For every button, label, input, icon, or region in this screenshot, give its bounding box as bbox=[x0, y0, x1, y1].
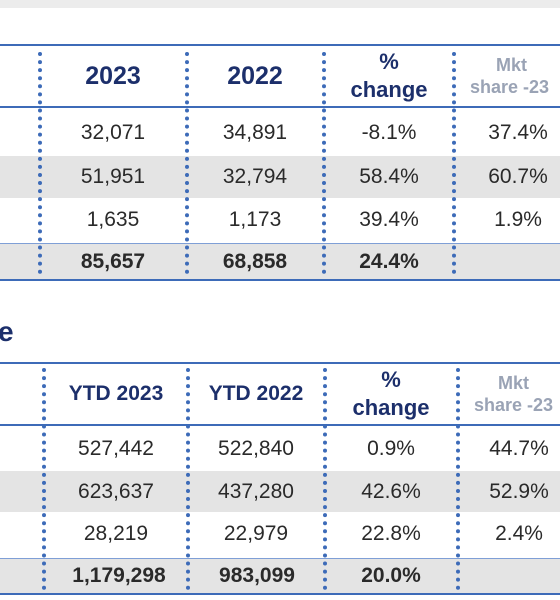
table-1-total-rule bbox=[0, 243, 560, 244]
table-2-header-row: YTD 2023 YTD 2022 % change Mkt share -23 bbox=[0, 364, 560, 424]
column-divider bbox=[322, 52, 326, 274]
total-2022: 68,858 bbox=[222, 250, 288, 273]
cell-2023: 1,635 bbox=[86, 208, 140, 231]
table-2-total-rule bbox=[0, 558, 560, 559]
total-ytd-2023: 1,179,298 bbox=[72, 564, 166, 587]
total-share bbox=[458, 559, 560, 593]
total-row: 1,179,298 983,099 20.0% bbox=[0, 559, 560, 593]
cell-ytd-2022: 522,840 bbox=[218, 437, 294, 460]
table-row: 623,637 437,280 42.6% 52.9% bbox=[0, 471, 560, 512]
cell-change: -8.1% bbox=[361, 121, 417, 144]
header-pct-symbol: % bbox=[379, 49, 399, 74]
column-divider bbox=[42, 368, 46, 590]
total-share bbox=[454, 244, 560, 280]
header-ytd-2022: YTD 2022 bbox=[208, 382, 304, 405]
table-row: 527,442 522,840 0.9% 44.7% bbox=[0, 428, 560, 470]
table-2-header-rule bbox=[0, 424, 560, 426]
column-divider bbox=[38, 52, 42, 274]
column-divider bbox=[456, 368, 460, 590]
table-row: 32,071 34,891 -8.1% 37.4% bbox=[0, 112, 560, 154]
cell-change: 0.9% bbox=[367, 437, 415, 460]
cell-2022: 34,891 bbox=[222, 121, 288, 144]
header-share-word: share -23 bbox=[470, 77, 550, 97]
cell-share: 44.7% bbox=[489, 437, 549, 460]
header-2023: 2023 bbox=[85, 62, 141, 90]
table-2-top-rule bbox=[0, 362, 560, 364]
header-change-word: change bbox=[352, 395, 430, 420]
cell-ytd-2022: 22,979 bbox=[223, 522, 289, 545]
cell-2022: 32,794 bbox=[222, 165, 288, 188]
cell-2023: 51,951 bbox=[80, 165, 146, 188]
header-mkt-share: Mkt share -23 bbox=[454, 46, 560, 106]
total-change: 24.4% bbox=[359, 250, 419, 273]
cell-2023: 32,071 bbox=[80, 121, 146, 144]
header-pct-symbol: % bbox=[381, 367, 401, 392]
cell-ytd-2022: 437,280 bbox=[218, 479, 294, 503]
total-row: 85,657 68,858 24.4% bbox=[0, 244, 560, 280]
cell-ytd-2023: 28,219 bbox=[83, 522, 149, 545]
cell-change: 39.4% bbox=[359, 208, 419, 231]
column-divider bbox=[186, 368, 190, 590]
cell-change: 58.4% bbox=[359, 165, 419, 188]
header-mkt-word: Mkt bbox=[498, 373, 529, 393]
cell-share: 1.9% bbox=[494, 208, 542, 231]
top-band bbox=[0, 0, 560, 8]
cell-ytd-2023: 527,442 bbox=[78, 437, 154, 460]
cell-share: 52.9% bbox=[489, 479, 549, 503]
header-mkt-word: Mkt bbox=[496, 55, 527, 75]
cell-share: 2.4% bbox=[495, 522, 543, 545]
header-mkt-share: Mkt share -23 bbox=[458, 364, 560, 424]
header-pct-change: % change bbox=[324, 46, 454, 106]
cell-share: 60.7% bbox=[488, 165, 548, 188]
header-share-word: share -23 bbox=[474, 395, 554, 415]
total-change: 20.0% bbox=[361, 564, 421, 587]
header-ytd-2023: YTD 2023 bbox=[68, 382, 164, 405]
cell-change: 22.8% bbox=[361, 522, 421, 545]
table-row: 51,951 32,794 58.4% 60.7% bbox=[0, 156, 560, 198]
table-1-header-rule bbox=[0, 106, 560, 108]
table-1-header-row: 2023 2022 % change Mkt share -23 bbox=[0, 46, 560, 106]
total-2023: 85,657 bbox=[80, 250, 146, 273]
table-row: 1,635 1,173 39.4% 1.9% bbox=[0, 199, 560, 241]
total-ytd-2022: 983,099 bbox=[219, 564, 295, 587]
column-divider bbox=[452, 52, 456, 274]
table-row: 28,219 22,979 22.8% 2.4% bbox=[0, 513, 560, 555]
column-divider bbox=[185, 52, 189, 274]
header-2022: 2022 bbox=[227, 62, 283, 90]
table-1-bottom-rule bbox=[0, 279, 560, 281]
cell-ytd-2023: 623,637 bbox=[78, 479, 154, 503]
cell-change: 42.6% bbox=[361, 479, 421, 503]
section-label: e bbox=[0, 316, 14, 347]
cell-2022: 1,173 bbox=[228, 208, 282, 231]
table-2-bottom-rule bbox=[0, 593, 560, 595]
cell-share: 37.4% bbox=[488, 121, 548, 144]
header-pct-change: % change bbox=[324, 364, 458, 424]
column-divider bbox=[323, 368, 327, 590]
header-change-word: change bbox=[350, 77, 428, 102]
table-1-top-rule bbox=[0, 44, 560, 46]
